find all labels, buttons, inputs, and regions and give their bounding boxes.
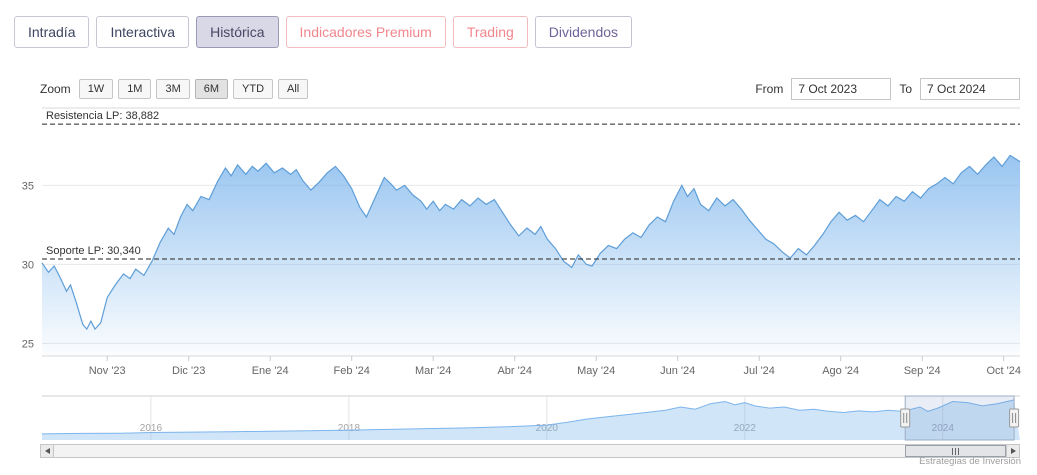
navigator-handle-left[interactable] [900,408,911,428]
tab-trading[interactable]: Trading [452,16,528,48]
tab-bar: Intradía Interactiva Histórica Indicador… [14,16,633,48]
date-range: From To [755,78,1020,100]
y-axis-label: 30 [22,259,34,271]
navigator-year-label: 2018 [338,423,361,434]
x-axis-label: Abr '24 [497,365,532,377]
thumb-grip-icon [955,447,957,455]
x-axis-label: Mar '24 [415,365,451,377]
thumb-grip-icon [958,447,960,455]
zoom-ytd-button[interactable]: YTD [233,79,274,99]
navigator-area [42,399,1020,440]
left-arrow-icon [44,448,50,454]
x-axis-label: Sep '24 [904,365,941,377]
zoom-1m-button[interactable]: 1M [118,79,152,99]
to-label: To [899,82,912,96]
zoom-3m-button[interactable]: 3M [156,79,190,99]
navigator-year-label: 2024 [932,423,955,434]
x-axis-label: Jun '24 [660,365,695,377]
x-axis-label: Dic '23 [172,365,205,377]
x-axis-label: Feb '24 [334,365,370,377]
from-date-input[interactable] [791,78,892,100]
zoom-1w-button[interactable]: 1W [78,79,114,99]
chart-scrollbar[interactable] [40,444,1020,458]
tab-dividendos[interactable]: Dividendos [534,16,633,48]
tab-historica[interactable]: Histórica [196,16,279,48]
scrollbar-left-button[interactable] [40,444,54,458]
x-axis-label: May '24 [577,365,615,377]
navigator-year-label: 2022 [734,423,757,434]
from-label: From [755,82,784,96]
x-axis-label: Ene '24 [252,365,289,377]
y-axis-label: 35 [22,180,34,192]
zoom-label: Zoom [40,82,71,96]
resistance-label: Resistencia LP: 38,882 [46,110,159,122]
tab-intradia[interactable]: Intradía [14,16,90,48]
thumb-grip-icon [952,447,954,455]
area-series [42,155,1020,356]
to-date-input[interactable] [920,78,1020,100]
zoom-6m-button[interactable]: 6M [194,79,229,99]
scrollbar-right-button[interactable] [1006,444,1020,458]
x-axis-label: Nov '23 [89,365,126,377]
scrollbar-thumb[interactable] [905,445,1006,457]
support-label: Soporte LP: 30,340 [46,245,141,257]
navigator-line [41,399,1015,435]
x-axis-label: Ago '24 [822,365,859,377]
navigator-handle-right[interactable] [1009,408,1020,428]
right-arrow-icon [1010,448,1016,454]
x-axis-label: Jul '24 [743,365,774,377]
tab-indicadores-premium[interactable]: Indicadores Premium [285,16,446,48]
scrollbar-track[interactable] [54,444,1006,458]
tab-interactiva[interactable]: Interactiva [96,16,190,48]
x-axis-label: Oct '24 [986,365,1021,377]
navigator-year-label: 2016 [140,423,163,434]
price-line [41,154,1021,331]
zoom-all-button[interactable]: All [278,79,309,99]
navigator-year-label: 2020 [536,423,559,434]
chart-toolbar: Zoom 1W 1M 3M 6M YTD All From To [40,78,1020,100]
navigator-selection[interactable] [904,395,1015,441]
y-axis-label: 25 [22,338,34,350]
chart-attribution: Estrategias de Inversión [919,456,1021,467]
